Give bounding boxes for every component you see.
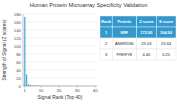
grid-line <box>23 86 97 87</box>
chart: Human Protein Microarray Specificity Val… <box>0 0 177 110</box>
grid-line <box>23 78 97 79</box>
table-text: ANKRD36 <box>115 41 134 46</box>
table-text: 172.95 <box>140 30 153 35</box>
x-tick-label: 30 <box>75 88 80 93</box>
table-cell <box>112 38 136 49</box>
grid-line <box>23 30 97 31</box>
table-cell <box>112 27 136 38</box>
table-cell <box>112 16 136 27</box>
table-cell <box>100 38 112 49</box>
table-text: 1 <box>105 30 108 35</box>
table-cell <box>112 49 136 60</box>
y-tick-label: 100 <box>14 44 22 49</box>
table-text: 164.92 <box>160 30 173 35</box>
x-axis-label: Signal Rank (Top 40) <box>38 95 83 100</box>
y-tick-label: 40 <box>16 68 21 73</box>
table-header: Rank <box>101 19 112 24</box>
grid-line <box>23 70 97 71</box>
table-text: 29.03 <box>141 41 152 46</box>
grid-line <box>23 22 97 23</box>
table-text: 3 <box>105 52 108 57</box>
table-cell <box>100 49 112 60</box>
table-text: 23.64 <box>161 41 172 46</box>
bar <box>26 74 27 86</box>
table-cell <box>156 38 176 49</box>
x-axis <box>23 86 97 87</box>
table-cell <box>136 16 156 27</box>
grid <box>23 14 97 86</box>
x-tick-label: 1 <box>24 88 27 93</box>
table-cell <box>136 49 156 60</box>
table-text: PRKFY8 <box>117 52 133 57</box>
y-axis <box>23 14 24 86</box>
table-header: Z score <box>139 19 154 24</box>
bar <box>28 84 29 86</box>
grid-line <box>23 54 97 55</box>
y-tick-label: 160 <box>14 20 22 25</box>
table-text: 2 <box>105 41 108 46</box>
y-axis-label: Strength of Signal (Z scores) <box>2 19 7 80</box>
y-tick-label: 140 <box>14 28 22 33</box>
y-tick-label: 120 <box>14 36 22 41</box>
y-tick-label: 80 <box>16 52 21 57</box>
table-cell <box>100 27 112 38</box>
y-tick-label: 60 <box>16 60 21 65</box>
y-tick-label: 0 <box>19 84 22 89</box>
x-tick-label: 20 <box>57 88 62 93</box>
grid-line <box>23 46 97 47</box>
table-cell <box>136 38 156 49</box>
x-tick-label: 10 <box>39 88 44 93</box>
title: Human Protein Microarray Specificity Val… <box>30 2 148 8</box>
table-header: S score <box>159 19 174 24</box>
table-text: 4.40 <box>142 52 151 57</box>
table-cell <box>100 16 112 27</box>
y-tick-label: 20 <box>16 76 21 81</box>
table-text: 0.25 <box>162 52 171 57</box>
table-cell <box>156 16 176 27</box>
table-header: Protein <box>117 19 131 24</box>
grid-line <box>23 38 97 39</box>
table-cell <box>136 27 156 38</box>
table: Rank Protein Z score S score 1 SRF 172.95 164.9… <box>100 16 176 60</box>
y-tick-label: 180 <box>14 12 22 17</box>
grid-line <box>23 62 97 63</box>
table-cell <box>156 27 176 38</box>
x-tick-label: 40 <box>93 88 98 93</box>
bar <box>24 17 25 86</box>
table-text: SRF <box>120 30 129 35</box>
table-cell <box>156 49 176 60</box>
bars <box>24 17 96 86</box>
grid-line <box>23 14 97 15</box>
